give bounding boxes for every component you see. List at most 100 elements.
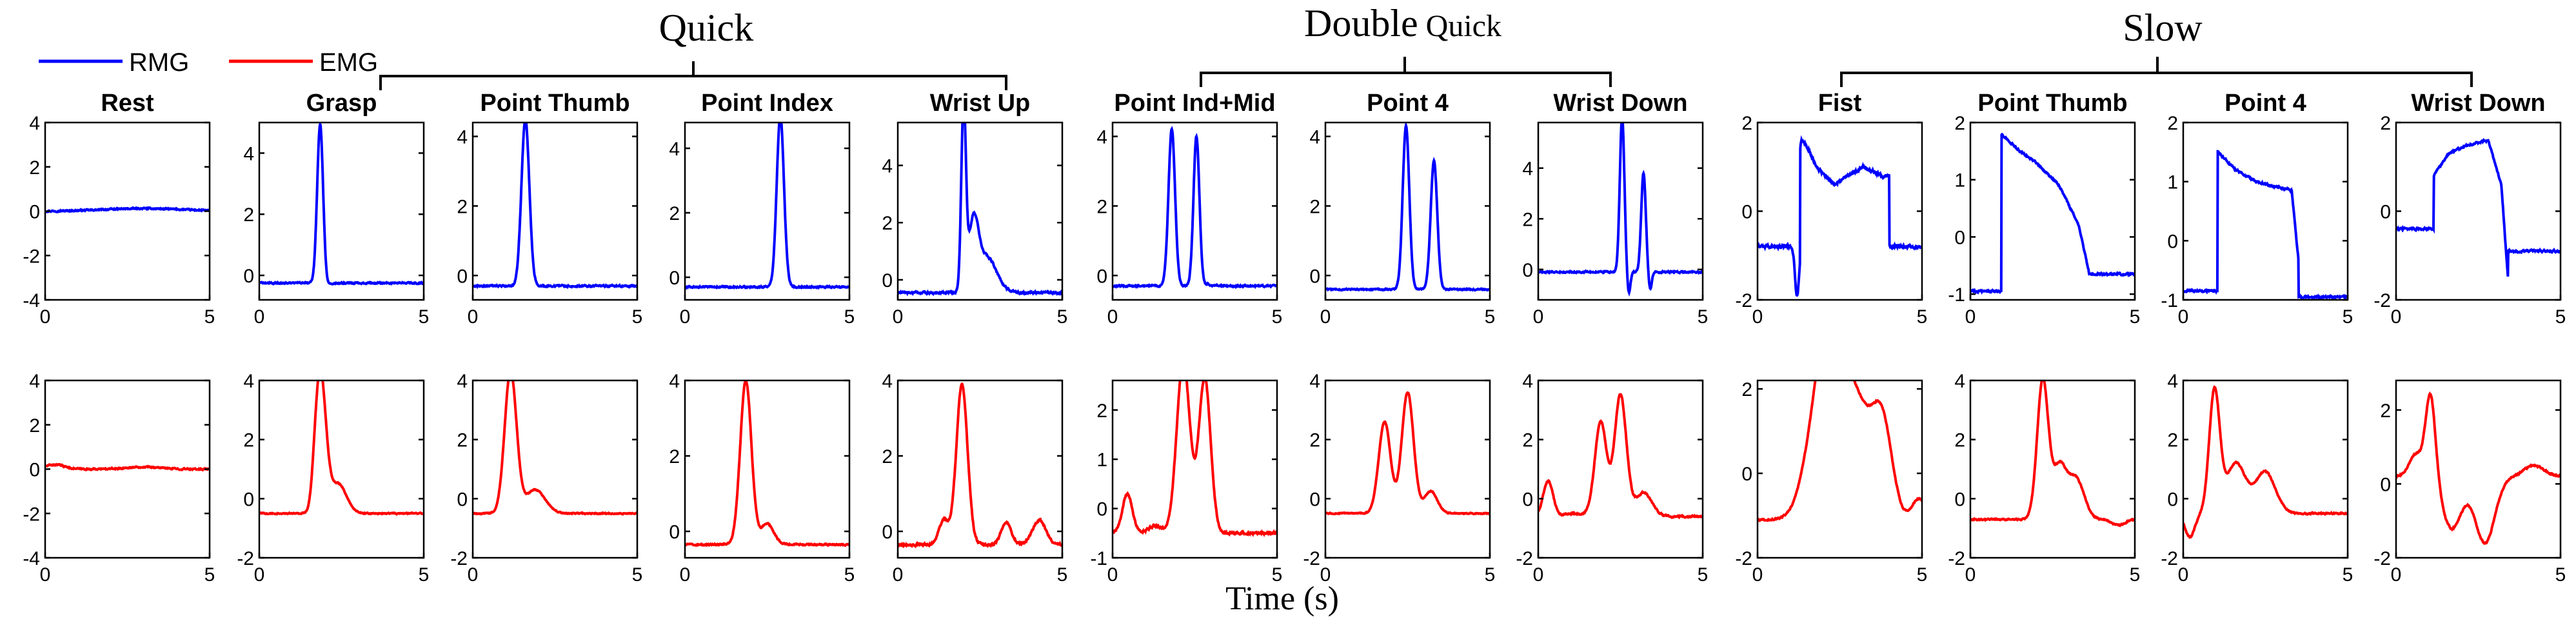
x-tick-label: 5	[1917, 306, 1928, 328]
y-tick-label: -2	[1948, 548, 1965, 569]
y-tick-label: 0	[243, 266, 254, 287]
group-quick-title: Quick	[659, 6, 754, 49]
y-tick-label: -1	[1948, 284, 1965, 306]
rmg-signal-line	[2396, 137, 2561, 277]
panel-title: Point Index	[701, 90, 833, 117]
y-tick-label: 2	[29, 157, 40, 179]
rmg-signal-line	[1538, 123, 1703, 297]
y-tick-label: 1	[2167, 172, 2178, 193]
emg-signal-line	[685, 380, 849, 547]
y-tick-label: 4	[669, 139, 680, 160]
y-tick-label: 0	[457, 489, 468, 510]
y-tick-label: 2	[29, 415, 40, 437]
x-tick-label: 5	[1057, 306, 1068, 328]
y-tick-label: 2	[1522, 209, 1533, 230]
emg-signal-line	[259, 380, 424, 516]
x-tick-label: 5	[2343, 564, 2353, 586]
rmg-signal-line	[898, 123, 1062, 297]
y-tick-label: 4	[1096, 127, 1107, 148]
y-tick-label: 2	[457, 196, 468, 217]
y-tick-label: 0	[669, 268, 680, 289]
x-tick-label: 5	[632, 564, 643, 586]
axes-box	[1969, 379, 2136, 559]
y-tick-label: -4	[23, 290, 40, 311]
y-tick-label: 2	[1096, 196, 1107, 217]
x-tick-label: 5	[1698, 564, 1709, 586]
emg-signal-line	[2183, 385, 2348, 539]
y-tick-label: 0	[1096, 266, 1107, 287]
x-tick-label: 0	[1752, 306, 1763, 328]
panel-title: Wrist Down	[2411, 90, 2545, 117]
x-tick-label: 0	[2391, 564, 2402, 586]
axes-box	[897, 379, 1064, 559]
axes-box	[2395, 379, 2562, 559]
y-tick-label: 4	[1522, 159, 1533, 180]
group-double-quick-bracket	[1200, 57, 1612, 87]
group-slow-title: Slow	[2123, 6, 2203, 49]
emg-signal-line	[45, 462, 210, 472]
axes-box	[258, 121, 425, 301]
y-tick-label: 4	[1309, 371, 1320, 392]
axes-box	[1756, 121, 1923, 301]
x-tick-label: 0	[1107, 564, 1118, 586]
x-tick-label: 5	[844, 564, 855, 586]
emg-axes: -4 -2 0 2 4 0 5	[23, 371, 215, 586]
y-tick-label: 4	[2167, 371, 2178, 392]
y-tick-label: 4	[457, 371, 468, 392]
y-tick-label: 2	[2380, 113, 2391, 134]
y-tick-label: 4	[882, 371, 893, 392]
x-axis-label: Time (s)	[1225, 580, 1339, 617]
emg-signal-line	[1538, 393, 1703, 520]
emg-signal-line	[1758, 380, 1922, 523]
y-tick-label: 4	[669, 371, 680, 392]
y-tick-label: 0	[2167, 489, 2178, 510]
y-tick-label: -2	[237, 548, 254, 569]
rmg-axes: 0 2 4 0 5	[882, 121, 1068, 328]
emg-axes: 0 2 4 0 5	[669, 371, 855, 586]
x-tick-label: 5	[204, 306, 215, 328]
rmg-signal-line	[1758, 135, 1922, 297]
group-double-quick-word: Quick	[1426, 9, 1501, 43]
y-tick-label: 2	[882, 446, 893, 468]
y-tick-label: -2	[1516, 548, 1533, 569]
rmg-signal-line	[2183, 150, 2348, 300]
y-tick-label: 2	[669, 446, 680, 468]
rmg-axes: 0 2 4 0 5	[243, 121, 429, 328]
x-tick-label: 5	[844, 306, 855, 328]
y-tick-label: 0	[2380, 474, 2391, 495]
x-tick-label: 0	[1320, 564, 1331, 586]
rmg-axes: 0 2 4 0 5	[457, 121, 642, 328]
legend-emg-label: EMG	[319, 48, 378, 77]
rmg-axes: 0 2 4 0 5	[1522, 121, 1709, 328]
y-tick-label: 2	[1954, 113, 1965, 134]
group-double-word: Double	[1304, 2, 1418, 44]
axes-box	[1324, 379, 1491, 559]
y-tick-label: 4	[243, 371, 254, 392]
x-tick-label: 5	[2130, 306, 2141, 328]
y-tick-label: 2	[457, 430, 468, 451]
y-tick-label: -2	[2373, 548, 2391, 569]
x-tick-label: 5	[2555, 564, 2566, 586]
y-tick-label: -1	[2161, 290, 2178, 311]
emg-signal-line	[1970, 380, 2135, 527]
y-tick-label: 0	[882, 522, 893, 543]
x-tick-label: 0	[1107, 306, 1118, 328]
x-tick-label: 5	[1698, 306, 1709, 328]
x-tick-label: 0	[1965, 306, 1976, 328]
y-tick-label: -2	[450, 548, 468, 569]
x-tick-label: 0	[2178, 564, 2189, 586]
y-tick-label: 4	[29, 113, 40, 134]
